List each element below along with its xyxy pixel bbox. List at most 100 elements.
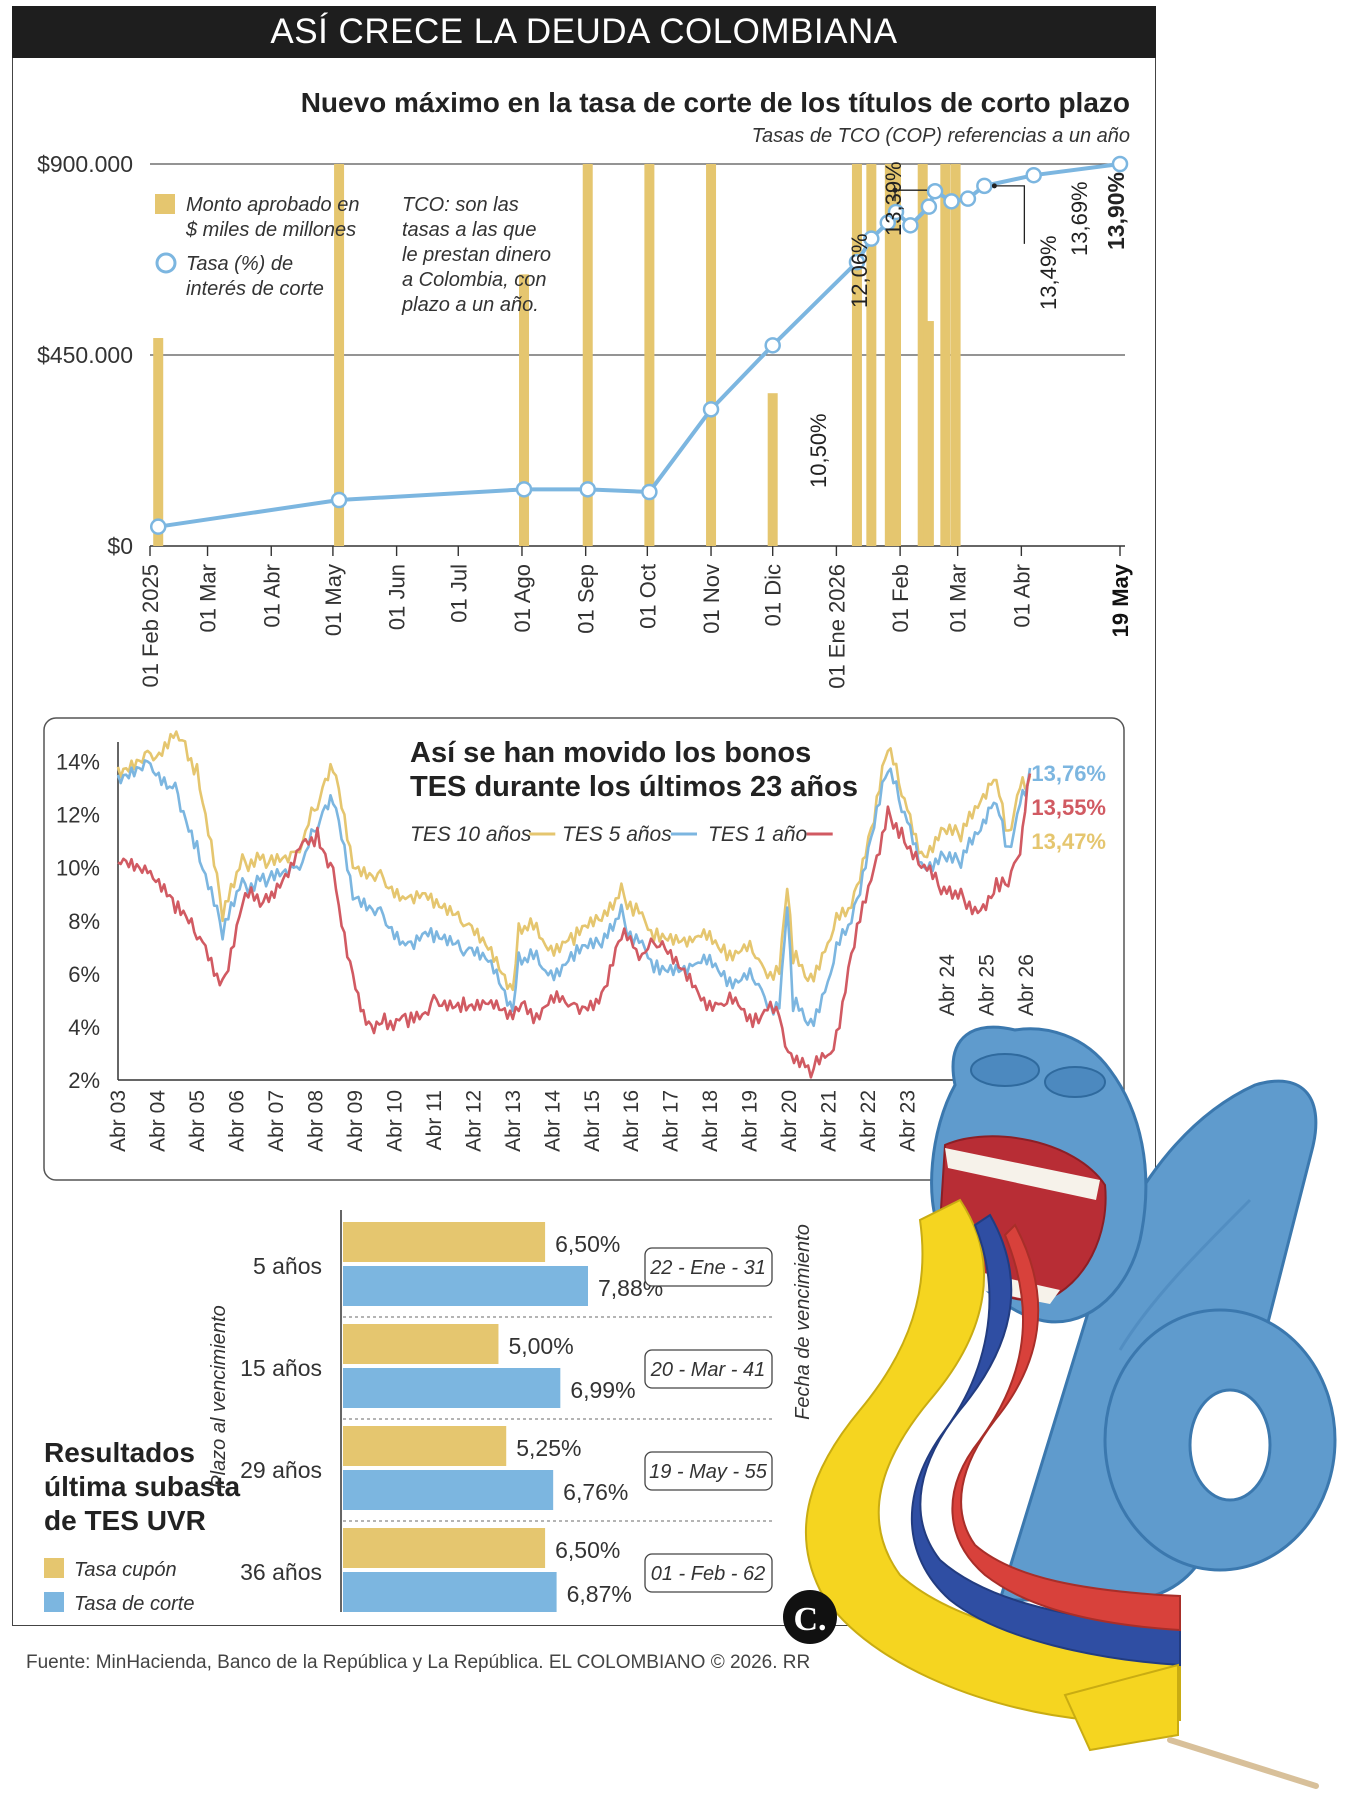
uvr-bar-value: 6,87%	[567, 1581, 632, 1607]
tes-chart-title-line1: Así se han movido los bonos	[410, 737, 811, 769]
tco-x-tick: 01 Abr	[1009, 564, 1034, 628]
tes-x-tick: Abr 11	[423, 1090, 446, 1150]
uvr-maturity-date: 19 - May - 55	[649, 1461, 768, 1483]
uvr-title-line2: última subasta	[44, 1471, 240, 1502]
tco-x-tick: 01 Oct	[635, 564, 660, 629]
tco-rate-label: 13,39%	[881, 161, 906, 236]
tes-end-label: 13,76%	[1031, 761, 1106, 786]
tco-x-tick: 01 Dic	[761, 564, 786, 626]
tco-x-tick: 01 Mar	[946, 564, 971, 632]
tco-chart: Nuevo máximo en la tasa de corte de los …	[37, 87, 1133, 689]
uvr-legend-corte-swatch	[44, 1592, 64, 1612]
tco-rate-point	[863, 230, 880, 247]
tes-x-tick: Abr 23	[897, 1090, 920, 1152]
tes-series	[116, 730, 1032, 1079]
tco-x-tick: 01 Mar	[196, 564, 221, 632]
logo-letter: C.	[793, 1601, 826, 1638]
tco-x-tick: 01 Feb	[888, 564, 913, 633]
tco-rate-point	[848, 253, 866, 271]
uvr-cupon-bar	[343, 1528, 546, 1568]
tco-rate-point	[702, 401, 720, 418]
tco-x-tick: 01 Feb 2025	[138, 564, 163, 688]
tco-bar	[950, 164, 961, 546]
uvr-bar-value: 5,00%	[508, 1333, 573, 1359]
flag-stick	[1167, 1737, 1319, 1789]
tes-end-label: 13,55%	[1031, 795, 1106, 820]
percent-ring-shape	[1103, 1308, 1337, 1572]
tco-bar	[582, 164, 593, 546]
tco-rate-point	[330, 491, 348, 509]
tco-bar	[334, 164, 345, 546]
tco-bar	[917, 164, 928, 546]
tes-x-tick: Abr 21	[818, 1090, 841, 1152]
tes-y-tick: 8%	[68, 909, 100, 934]
tes-end-labels: 13,47% 13,76% 13,55%	[1031, 761, 1106, 854]
percent-monster-illustration	[804, 1025, 1337, 1789]
tco-x-tick: 01 Ene 2026	[824, 564, 849, 689]
tes-x-tick: Abr 09	[344, 1090, 367, 1152]
tes-x-tick: Abr 20	[778, 1090, 801, 1152]
tco-bar	[884, 164, 895, 546]
tco-bar	[767, 393, 778, 546]
tes-x-tick: Abr 17	[660, 1090, 683, 1152]
tco-rate-label: 13,49%	[1036, 235, 1061, 310]
tco-rate-point	[879, 214, 897, 231]
el-colombiano-logo: C.	[783, 1590, 837, 1644]
uvr-maturity-date: 01 - Feb - 62	[651, 1563, 766, 1585]
tco-x-axis: 01 Feb 2025 01 Mar 01 Abr 01 May 01 Jun 01 Ju…	[138, 546, 1133, 689]
infographic-frame	[12, 6, 1156, 1626]
tes-chart-title-line2: TES durante los últimos 23 años	[410, 771, 858, 803]
tes-x-tick: Abr 24	[936, 954, 959, 1016]
tes-y-tick: 6%	[68, 962, 100, 987]
tco-rate-point	[515, 481, 533, 498]
tco-rate-point	[1025, 166, 1042, 184]
uvr-y-axis-label: Plazo al vencimiento	[208, 1305, 230, 1488]
uvr-bar-value: 5,25%	[516, 1435, 581, 1461]
tco-bar	[890, 164, 901, 546]
legend-line-swatch	[155, 252, 177, 274]
tco-y-tick: $900.000	[37, 151, 133, 177]
tes-series-line	[116, 730, 1032, 992]
uvr-cupon-bar	[343, 1324, 499, 1364]
tco-leader-line	[994, 185, 1026, 244]
tco-y-tick: $0	[107, 533, 133, 559]
tes-x-tick: Abr 19	[739, 1090, 762, 1152]
tco-rate-point	[887, 203, 905, 221]
tco-rate-point	[920, 198, 938, 215]
tco-x-tick: 01 Ago	[510, 564, 535, 633]
tes-legend: TES 10 años TES 5 años TES 1 año	[410, 823, 833, 846]
tco-chart-subtitle: Tasas de TCO (COP) referencias a un año	[752, 125, 1130, 147]
uvr-maturity-box	[644, 1553, 773, 1593]
uvr-maturity-box	[644, 1451, 773, 1491]
tco-rate-point	[1111, 155, 1129, 173]
tco-bar	[153, 338, 164, 546]
tco-x-tick: 01 May	[321, 564, 346, 636]
header-title: ASÍ CRECE LA DEUDA COLOMBIANA	[270, 12, 898, 51]
tco-x-tick: 01 Jul	[446, 564, 471, 623]
tes-y-tick: 10%	[56, 856, 100, 881]
tes-legend-label: TES 5 años	[562, 823, 672, 846]
tco-bar	[851, 164, 862, 546]
uvr-title-line1: Resultados	[44, 1437, 195, 1468]
uvr-bar-value: 6,50%	[555, 1231, 620, 1257]
uvr-corte-bar	[343, 1572, 557, 1612]
uvr-corte-bar	[343, 1266, 588, 1306]
tco-x-tick: 01 Jun	[385, 564, 410, 630]
tes-x-tick: Abr 10	[383, 1090, 406, 1152]
tes-legend-label: TES 10 años	[410, 823, 532, 846]
tes-series-line	[117, 773, 1032, 1079]
uvr-maturity-box	[644, 1349, 773, 1389]
tco-leader-dot	[892, 187, 898, 193]
tco-legend: Monto aprobado en $ miles de millones Tas…	[155, 194, 359, 300]
tco-rate-label: 13,69%	[1067, 181, 1092, 256]
tes-chart-panel	[43, 717, 1125, 1181]
uvr-category-label: 5 años	[253, 1253, 322, 1279]
tco-chart-title: Nuevo máximo en la tasa de corte de los …	[301, 87, 1130, 118]
tes-x-tick: Abr 08	[304, 1090, 327, 1152]
tco-y-tick: $450.000	[37, 342, 133, 368]
tes-x-axis: Abr 03 Abr 04 Abr 05 Abr 06 Abr 07 Abr 08 Abr …	[107, 954, 1038, 1152]
tco-bar	[644, 164, 655, 546]
uvr-corte-bar	[343, 1368, 561, 1408]
tco-rate-point	[976, 177, 993, 195]
tco-bar	[940, 164, 951, 546]
